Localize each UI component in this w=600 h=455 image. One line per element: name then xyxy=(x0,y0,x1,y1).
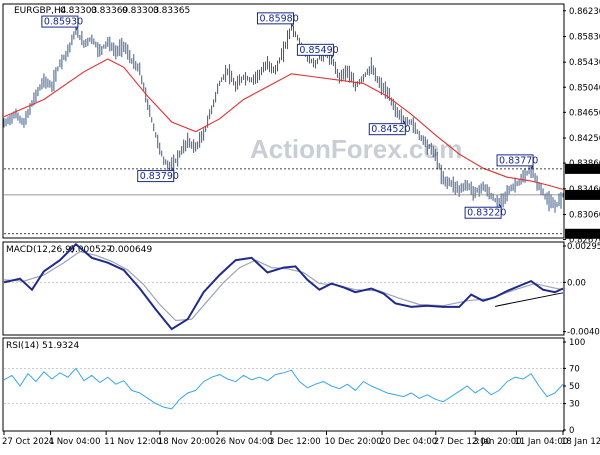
rsi-ytick-label: 70 xyxy=(569,364,580,374)
rsi-ytick-label: 50 xyxy=(569,382,580,392)
annotation-box xyxy=(137,170,175,183)
macd-header-main: -0.000527 xyxy=(66,245,112,255)
price-bars xyxy=(3,21,564,213)
annotation-label: 0.83220 xyxy=(467,208,506,219)
price-tag-box xyxy=(565,228,600,239)
annotation-leader xyxy=(171,167,175,171)
macd-panel-frame xyxy=(2,241,565,336)
x-tick-label: 20 Dec 04:00 xyxy=(380,437,437,447)
price-header-close: 0.83365 xyxy=(153,6,190,16)
price-header-title: EURGBP,H4 xyxy=(14,6,67,16)
rsi-ytick-label: 100 xyxy=(569,338,585,348)
price-panel-frame xyxy=(2,3,565,239)
annotation-label: 0.85980 xyxy=(259,13,298,24)
annotation-leader xyxy=(402,120,406,124)
price-header-low: 0.83303 xyxy=(122,6,159,16)
annotation-label: 0.85930 xyxy=(44,17,83,28)
annotation-leader xyxy=(291,23,294,28)
macd-ytick-label: -0.004009 xyxy=(567,328,600,338)
x-tick-label: 3 Dec 12:00 xyxy=(269,437,321,447)
annotation-box xyxy=(496,154,534,167)
macd-header-signal: -0.000649 xyxy=(106,245,152,255)
rsi-panel-frame xyxy=(2,337,565,432)
annotation-label: 0.85490 xyxy=(299,45,338,56)
x-tick-label: 4 Nov 04:00 xyxy=(49,437,101,447)
x-tick-label: 3 Jan 20:00 xyxy=(473,437,521,447)
price-tag-box xyxy=(565,189,600,200)
annotation-label: 0.83790 xyxy=(140,171,179,182)
annotation-box xyxy=(464,206,502,219)
x-tick-label: 11 Jan 04:00 xyxy=(514,437,568,447)
annotation-box xyxy=(256,12,294,25)
annotation-label: 0.83770 xyxy=(499,155,538,166)
macd-header-title: MACD(12,26,9) xyxy=(6,245,74,255)
rsi-line xyxy=(3,367,564,410)
price-header-high: 0.83369 xyxy=(91,6,128,16)
price-tag-label: 0.83770 xyxy=(567,165,600,175)
x-tick-label: 10 Dec 20:00 xyxy=(325,437,382,447)
x-tick-label: 18 Jan 12:00 xyxy=(561,437,600,447)
price-tag-box xyxy=(565,163,600,174)
annotation-box xyxy=(296,43,334,56)
rsi-header-value: 51.9324 xyxy=(42,341,79,351)
x-tick-label: 27 Dec 12:00 xyxy=(434,437,491,447)
macd-trendline xyxy=(495,292,564,307)
moving-average-line xyxy=(3,58,564,190)
watermark: ActionForex.com xyxy=(250,134,462,164)
annotation-leader xyxy=(498,203,502,208)
x-tick-label: 11 Nov 12:00 xyxy=(104,437,161,447)
annotation-box xyxy=(368,123,406,136)
x-tick-label: 26 Nov 04:00 xyxy=(215,437,272,447)
x-tick-label: 27 Oct 2021 xyxy=(2,437,55,447)
rsi-header-title: RSI(14) xyxy=(6,341,39,351)
x-tick-label: 18 Nov 20:00 xyxy=(158,437,215,447)
annotation-box xyxy=(41,15,79,28)
price-header-open: 0.83303 xyxy=(60,6,97,16)
annotation-leader xyxy=(530,165,534,170)
annotation-leader xyxy=(330,55,334,59)
macd-ytick-label: 0.002955 xyxy=(567,242,600,252)
price-tag-label: 0.83365 xyxy=(567,191,600,201)
rsi-ytick-label: 30 xyxy=(569,400,580,410)
annotation-label: 0.84520 xyxy=(371,124,410,135)
macd-ytick-label: 0.00 xyxy=(567,278,586,288)
rsi-ytick-label: 0 xyxy=(569,426,574,436)
macd-main-line xyxy=(3,242,564,331)
annotation-leader xyxy=(75,26,79,31)
